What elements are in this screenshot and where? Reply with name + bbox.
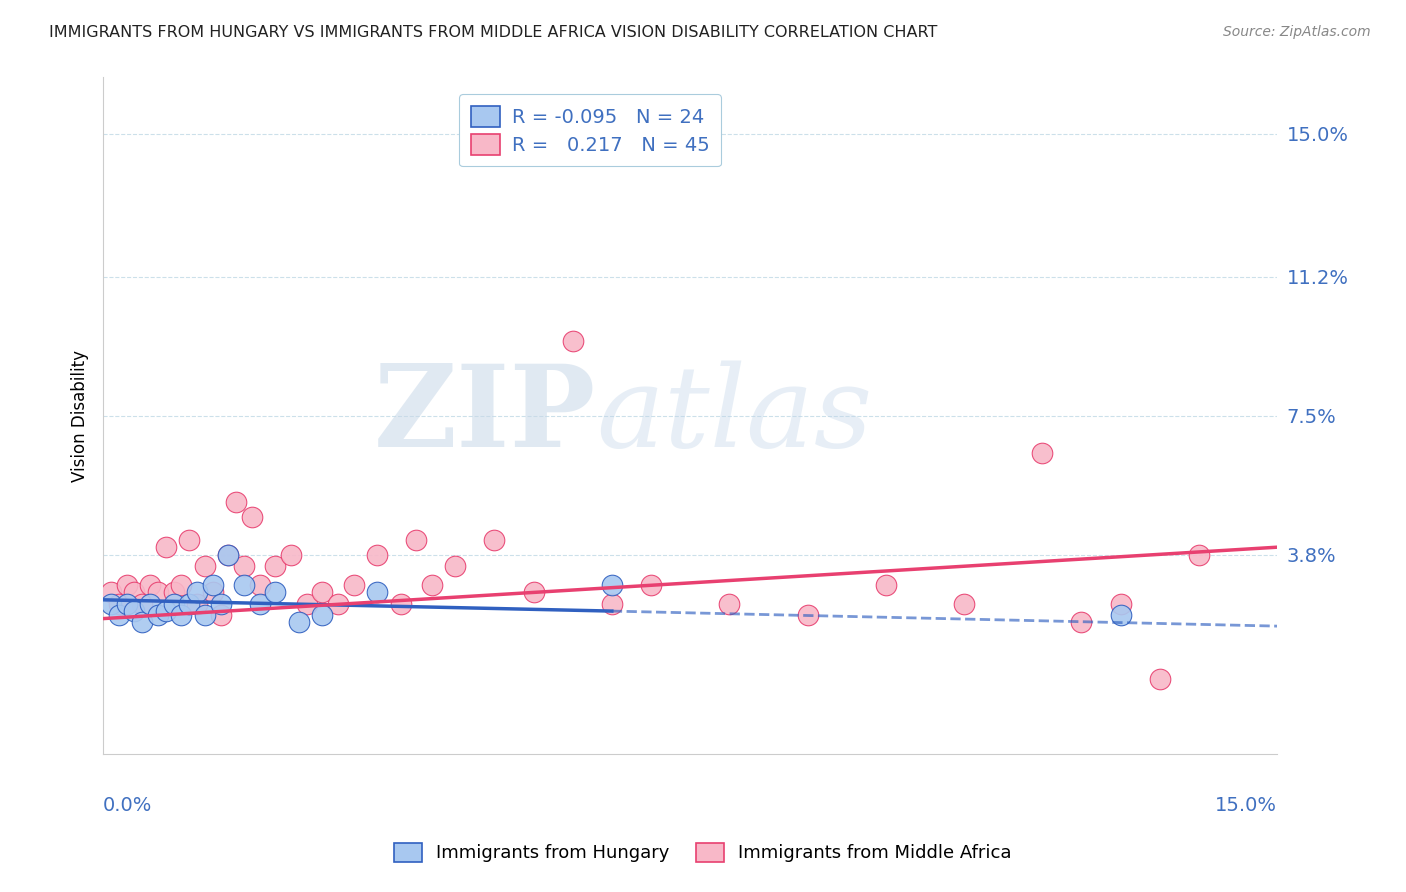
- Point: [249, 597, 271, 611]
- Point: [484, 533, 506, 547]
- Point: [875, 578, 897, 592]
- Point: [1109, 607, 1132, 622]
- Point: [264, 585, 287, 599]
- Point: [288, 615, 311, 630]
- Point: [444, 559, 467, 574]
- Point: [124, 585, 146, 599]
- Point: [405, 533, 427, 547]
- Point: [523, 585, 546, 599]
- Point: [342, 578, 364, 592]
- Point: [100, 597, 122, 611]
- Point: [155, 540, 177, 554]
- Text: 15.0%: 15.0%: [1215, 796, 1277, 814]
- Point: [186, 597, 208, 611]
- Point: [131, 597, 153, 611]
- Point: [124, 604, 146, 618]
- Point: [953, 597, 976, 611]
- Point: [326, 597, 349, 611]
- Point: [201, 585, 224, 599]
- Point: [139, 578, 162, 592]
- Point: [146, 607, 169, 622]
- Y-axis label: Vision Disability: Vision Disability: [72, 350, 89, 482]
- Point: [600, 597, 623, 611]
- Point: [194, 607, 217, 622]
- Point: [146, 585, 169, 599]
- Point: [139, 597, 162, 611]
- Point: [170, 607, 193, 622]
- Point: [217, 548, 239, 562]
- Text: ZIP: ZIP: [374, 360, 596, 471]
- Point: [233, 578, 256, 592]
- Point: [389, 597, 412, 611]
- Text: Source: ZipAtlas.com: Source: ZipAtlas.com: [1223, 25, 1371, 39]
- Point: [201, 578, 224, 592]
- Point: [1109, 597, 1132, 611]
- Point: [718, 597, 741, 611]
- Point: [311, 607, 333, 622]
- Point: [162, 597, 184, 611]
- Point: [179, 533, 201, 547]
- Legend: Immigrants from Hungary, Immigrants from Middle Africa: Immigrants from Hungary, Immigrants from…: [387, 836, 1019, 870]
- Point: [1149, 672, 1171, 686]
- Text: IMMIGRANTS FROM HUNGARY VS IMMIGRANTS FROM MIDDLE AFRICA VISION DISABILITY CORRE: IMMIGRANTS FROM HUNGARY VS IMMIGRANTS FR…: [49, 25, 938, 40]
- Point: [115, 578, 138, 592]
- Point: [179, 597, 201, 611]
- Point: [600, 578, 623, 592]
- Point: [233, 559, 256, 574]
- Point: [264, 559, 287, 574]
- Point: [280, 548, 302, 562]
- Point: [295, 597, 318, 611]
- Point: [311, 585, 333, 599]
- Legend: R = -0.095   N = 24, R =   0.217   N = 45: R = -0.095 N = 24, R = 0.217 N = 45: [460, 94, 721, 167]
- Point: [170, 578, 193, 592]
- Point: [561, 334, 583, 348]
- Text: 0.0%: 0.0%: [103, 796, 152, 814]
- Point: [100, 585, 122, 599]
- Text: atlas: atlas: [596, 360, 873, 471]
- Point: [1031, 446, 1053, 460]
- Point: [1188, 548, 1211, 562]
- Point: [249, 578, 271, 592]
- Point: [1070, 615, 1092, 630]
- Point: [209, 607, 232, 622]
- Point: [796, 607, 818, 622]
- Point: [640, 578, 662, 592]
- Point: [420, 578, 443, 592]
- Point: [194, 559, 217, 574]
- Point: [209, 597, 232, 611]
- Point: [366, 548, 388, 562]
- Point: [186, 585, 208, 599]
- Point: [217, 548, 239, 562]
- Point: [240, 510, 263, 524]
- Point: [131, 615, 153, 630]
- Point: [162, 585, 184, 599]
- Point: [115, 597, 138, 611]
- Point: [155, 604, 177, 618]
- Point: [366, 585, 388, 599]
- Point: [107, 597, 129, 611]
- Point: [107, 607, 129, 622]
- Point: [225, 495, 247, 509]
